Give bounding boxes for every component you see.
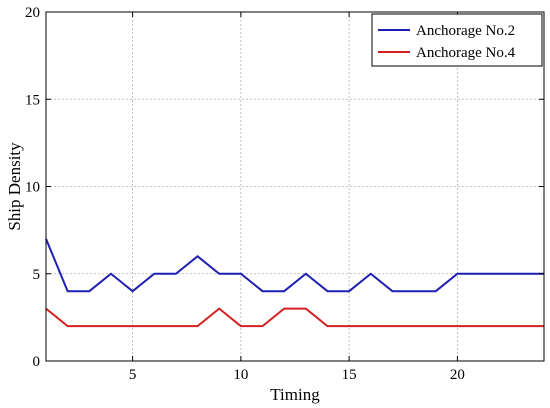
y-tick-label: 5	[33, 267, 41, 283]
legend-box	[371, 13, 543, 67]
legend-label: Anchorage No.2	[416, 23, 515, 39]
y-axis-label: Ship Density	[5, 142, 24, 231]
series-line-2	[45, 307, 544, 328]
x-tick-label: 15	[342, 367, 357, 383]
series-layer	[45, 238, 544, 328]
grid-lines	[46, 12, 544, 361]
y-tick-label: 20	[25, 5, 40, 21]
y-tick-label: 10	[25, 180, 40, 196]
x-tick-label: 20	[450, 367, 465, 383]
legend-label: Anchorage No.4	[416, 45, 516, 61]
y-tick-label: 15	[25, 92, 40, 108]
axis-ticks: 0 5 10 15 20 5 10 15 20	[25, 5, 544, 383]
series-line-1	[45, 238, 544, 293]
y-tick-label: 0	[33, 354, 41, 370]
x-tick-label: 5	[129, 367, 137, 383]
legend: Anchorage No.2 Anchorage No.4	[371, 13, 543, 67]
x-tick-label: 10	[233, 367, 248, 383]
x-axis-label: Timing	[270, 385, 320, 404]
